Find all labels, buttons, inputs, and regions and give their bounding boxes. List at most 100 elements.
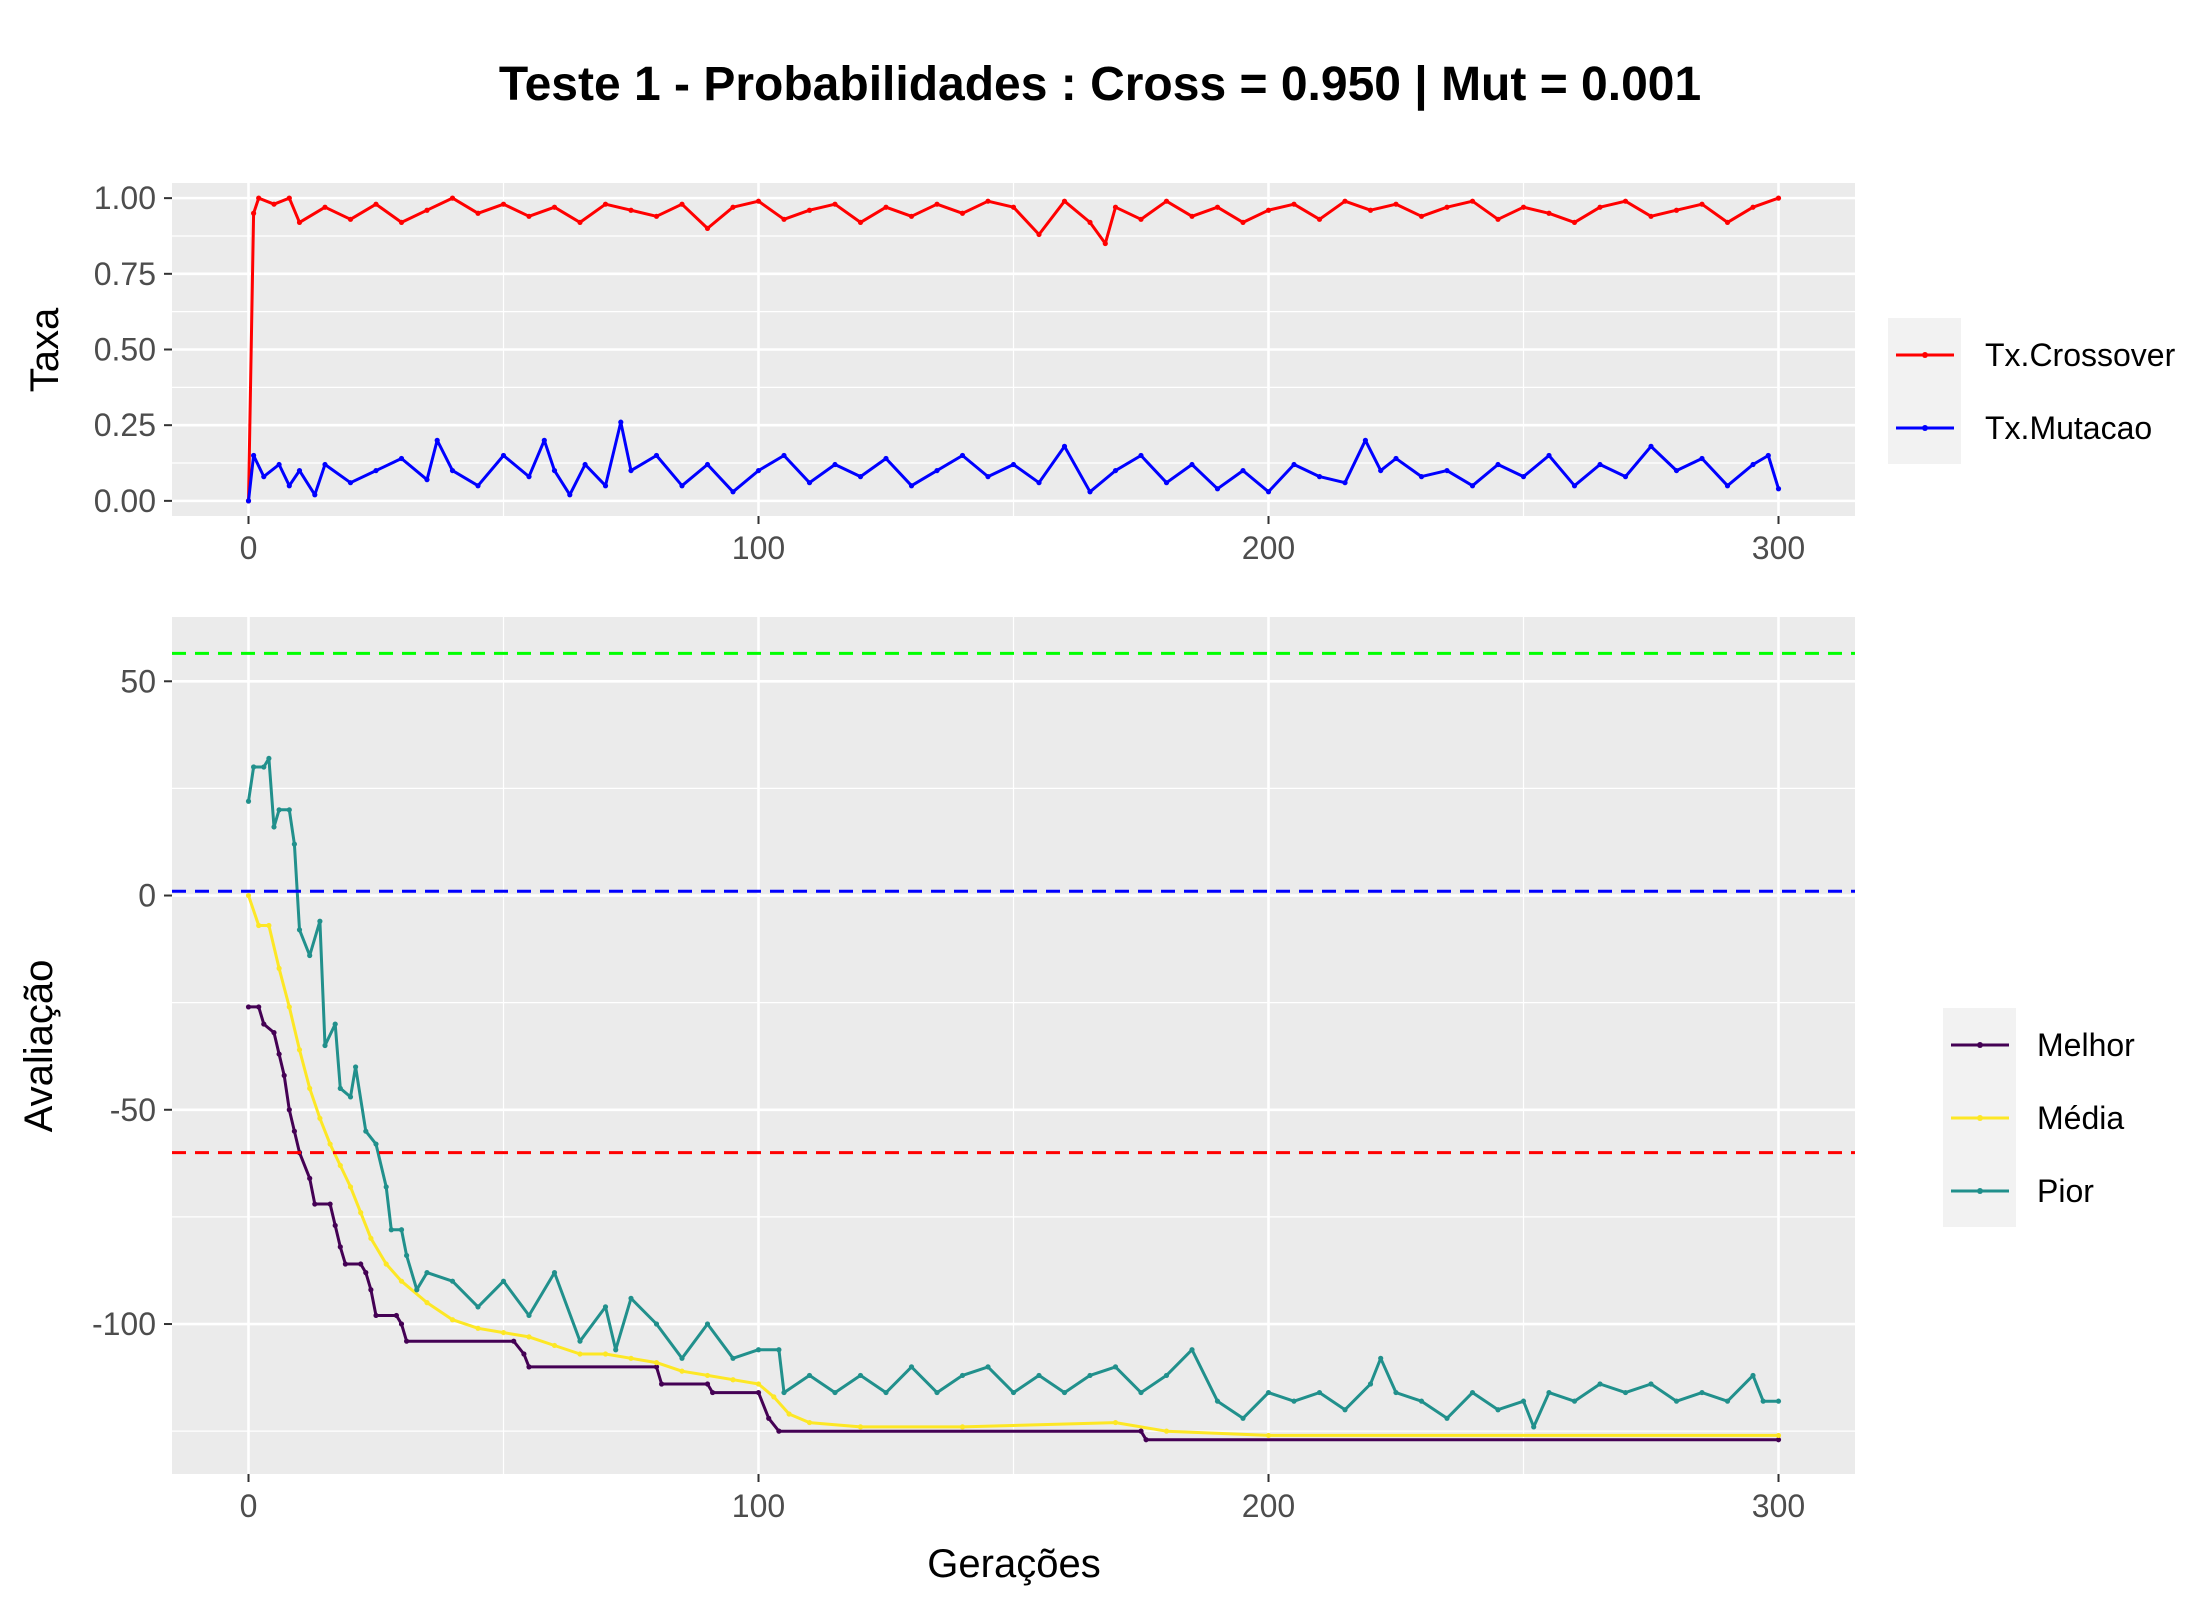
- data-point-tx-mutacao: [1699, 455, 1705, 462]
- data-point-media: [424, 1300, 430, 1306]
- data-point-tx-mutacao: [1648, 443, 1654, 449]
- data-point-pior: [286, 807, 292, 813]
- evaluation-legend: Melhor Média Pior: [1943, 1008, 2135, 1227]
- data-point-tx-crossover: [1367, 207, 1374, 213]
- data-point-pior: [398, 1227, 405, 1233]
- data-point-pior: [1316, 1389, 1323, 1396]
- data-point-pior: [317, 918, 323, 924]
- data-point-melhor: [342, 1261, 348, 1267]
- data-point-tx-crossover: [1087, 219, 1093, 225]
- rate-panel-y-tick-label: 1.00: [94, 180, 156, 216]
- data-point-tx-crossover: [1112, 204, 1119, 210]
- data-point-tx-crossover: [1546, 210, 1552, 216]
- evaluation-panel-x-axis-title: Gerações: [927, 1542, 1100, 1586]
- data-point-tx-mutacao: [628, 467, 634, 474]
- data-point-tx-mutacao: [985, 474, 991, 480]
- data-point-pior: [1378, 1355, 1384, 1361]
- data-point-tx-mutacao: [276, 461, 282, 468]
- evaluation-legend-label-melhor: Melhor: [2037, 1027, 2135, 1063]
- data-point-tx-mutacao: [1724, 483, 1731, 489]
- data-point-pior: [271, 824, 277, 830]
- data-point-pior: [353, 1064, 359, 1070]
- data-point-pior: [653, 1321, 660, 1327]
- rate-legend: Tx.Crossover Tx.Mutacao: [1888, 318, 2176, 464]
- data-point-pior: [1444, 1415, 1450, 1421]
- data-point-tx-crossover: [1648, 213, 1654, 219]
- evaluation-legend-label-pior: Pior: [2037, 1173, 2094, 1209]
- data-point-pior: [1571, 1398, 1578, 1404]
- data-point-pior: [551, 1270, 558, 1276]
- data-point-melhor: [521, 1351, 527, 1357]
- series-line-pior: [247, 756, 1779, 1429]
- data-point-melhor: [653, 1364, 660, 1370]
- data-point-pior: [296, 927, 303, 933]
- data-point-tx-crossover: [449, 195, 456, 201]
- data-point-tx-mutacao: [1265, 489, 1272, 495]
- data-point-tx-mutacao: [1378, 467, 1384, 474]
- data-point-tx-crossover: [1673, 207, 1680, 213]
- data-point-tx-mutacao: [1138, 452, 1144, 459]
- data-point-tx-crossover: [755, 198, 762, 204]
- data-point-tx-mutacao: [245, 498, 252, 504]
- data-point-pior: [1214, 1398, 1221, 1404]
- data-point-melhor: [327, 1201, 333, 1207]
- data-point-melhor: [256, 1004, 262, 1010]
- data-point-melhor: [307, 1175, 313, 1181]
- data-point-tx-mutacao: [1010, 461, 1017, 468]
- data-point-tx-crossover: [806, 207, 813, 213]
- data-point-media: [806, 1419, 813, 1426]
- data-point-media: [358, 1210, 364, 1216]
- data-point-tx-crossover: [1724, 219, 1731, 225]
- rate-panel: 0.00 0.25 0.50 0.75 1.00 0 100 200 300 Taxa: [23, 180, 1855, 566]
- data-point-pior: [832, 1389, 838, 1396]
- data-point-pior: [1648, 1381, 1654, 1387]
- data-point-melhor: [312, 1201, 318, 1207]
- data-point-tx-crossover: [704, 225, 711, 232]
- data-point-tx-mutacao: [475, 483, 481, 489]
- data-point-tx-crossover: [1597, 204, 1603, 210]
- data-point-tx-mutacao: [373, 467, 379, 474]
- data-point-media: [347, 1184, 354, 1190]
- data-point-melhor: [271, 1030, 277, 1036]
- data-point-tx-crossover: [271, 201, 277, 207]
- data-point-tx-mutacao: [449, 467, 456, 474]
- data-point-pior: [1036, 1372, 1042, 1379]
- data-point-media: [679, 1368, 685, 1374]
- data-point-media: [449, 1317, 456, 1323]
- data-point-tx-mutacao: [296, 467, 303, 474]
- rate-panel-x-tick-label: 0: [240, 530, 258, 566]
- data-point-melhor: [261, 1021, 267, 1027]
- data-point-tx-mutacao: [1393, 455, 1399, 462]
- data-point-tx-crossover: [1750, 204, 1756, 210]
- data-point-pior: [602, 1304, 609, 1310]
- data-point-pior: [959, 1372, 966, 1379]
- data-point-tx-mutacao: [1316, 474, 1323, 480]
- data-point-pior: [613, 1347, 619, 1353]
- data-point-pior: [1189, 1347, 1195, 1353]
- data-point-tx-crossover: [1214, 204, 1221, 210]
- rate-panel-y-tick-label: 0.25: [94, 407, 156, 443]
- data-point-tx-mutacao: [398, 455, 405, 462]
- data-point-tx-crossover: [286, 195, 292, 201]
- data-point-pior: [475, 1304, 481, 1310]
- data-point-melhor: [373, 1312, 379, 1319]
- data-point-tx-mutacao: [1775, 486, 1782, 492]
- data-point-tx-crossover: [985, 198, 991, 204]
- rate-panel-x-tick-label: 200: [1242, 530, 1295, 566]
- data-point-melhor: [368, 1287, 374, 1293]
- evaluation-panel-y-tick-label: 50: [120, 663, 156, 699]
- data-point-tx-mutacao: [1214, 486, 1221, 492]
- data-point-tx-mutacao: [347, 480, 354, 486]
- data-point-tx-mutacao: [755, 467, 762, 474]
- data-point-tx-mutacao: [551, 467, 558, 474]
- data-point-pior: [883, 1389, 889, 1396]
- data-point-melhor: [776, 1428, 782, 1434]
- data-point-pior: [934, 1389, 940, 1396]
- data-point-tx-crossover: [1010, 204, 1017, 210]
- data-point-media: [771, 1394, 777, 1400]
- data-point-tx-mutacao: [679, 483, 685, 489]
- data-point-tx-crossover: [653, 213, 660, 219]
- data-point-melhor: [710, 1389, 716, 1396]
- data-point-tx-mutacao: [1036, 480, 1042, 486]
- data-point-tx-mutacao: [251, 452, 257, 459]
